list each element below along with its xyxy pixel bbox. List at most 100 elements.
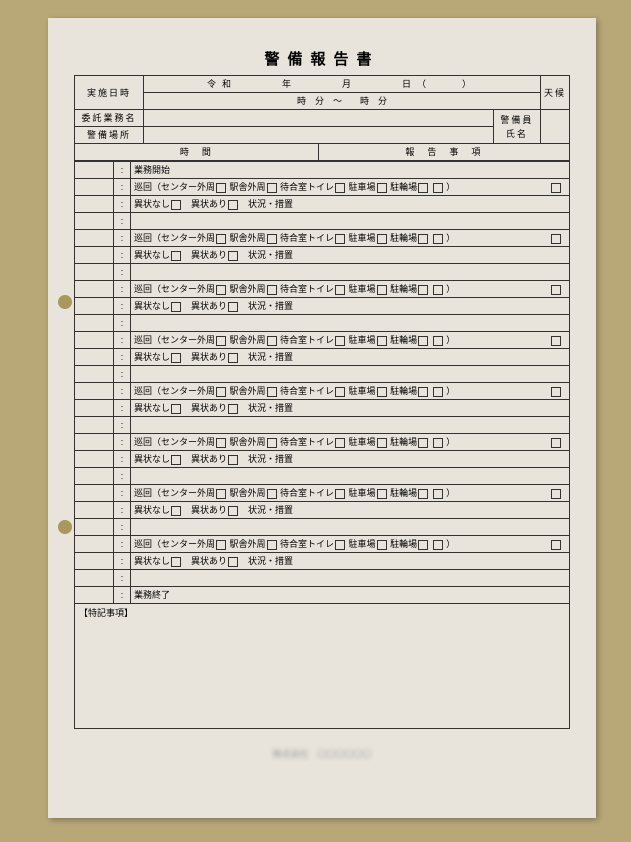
time-cell: [75, 247, 114, 264]
punch-hole: [58, 295, 72, 309]
entry-status: 異状なし 異状あり 状況・措置: [131, 451, 570, 468]
checkbox-icon: [377, 234, 387, 244]
colon-cell: :: [114, 451, 131, 468]
time-cell: [75, 230, 114, 247]
checkbox-icon: [216, 387, 226, 397]
colon-cell: :: [114, 553, 131, 570]
checkbox-icon: [551, 387, 561, 397]
colon-cell: :: [114, 332, 131, 349]
time-cell: [75, 553, 114, 570]
time-cell: [75, 298, 114, 315]
checkbox-icon: [418, 285, 428, 295]
entry-patrol: 巡回（センター外周 駅舎外周 待合室トイレ 駐車場 駐輪場 ）: [131, 536, 570, 553]
time-cell: [75, 417, 114, 434]
checkbox-icon: [377, 387, 387, 397]
colon-cell: :: [114, 434, 131, 451]
checkbox-icon: [171, 455, 181, 465]
entry-patrol: 巡回（センター外周 駅舎外周 待合室トイレ 駐車場 駐輪場 ）: [131, 434, 570, 451]
entry-status: 異状なし 異状あり 状況・措置: [131, 502, 570, 519]
impl-date-label: 実施日時: [75, 76, 144, 110]
time-cell: [75, 434, 114, 451]
checkbox-icon: [418, 183, 428, 193]
time-cell: [75, 349, 114, 366]
checkbox-icon: [267, 489, 277, 499]
checkbox-icon: [433, 489, 443, 499]
checkbox-icon: [216, 183, 226, 193]
checkbox-icon: [267, 285, 277, 295]
time-cell: [75, 502, 114, 519]
checkbox-icon: [267, 183, 277, 193]
checkbox-icon: [377, 336, 387, 346]
time-cell: [75, 315, 114, 332]
checkbox-icon: [335, 183, 345, 193]
checkbox-icon: [171, 353, 181, 363]
entry-patrol: 巡回（センター外周 駅舎外周 待合室トイレ 駐車場 駐輪場 ）: [131, 383, 570, 400]
time-cell: [75, 451, 114, 468]
colon-cell: :: [114, 162, 131, 179]
checkbox-icon: [377, 489, 387, 499]
client-value: [144, 110, 494, 127]
time-cell: [75, 162, 114, 179]
entry-status: 異状なし 異状あり 状況・措置: [131, 196, 570, 213]
checkbox-icon: [433, 336, 443, 346]
entry-blank: [131, 213, 570, 230]
colon-cell: :: [114, 247, 131, 264]
weather-label: 天候: [541, 76, 570, 110]
entry-blank: [131, 366, 570, 383]
time-cell: [75, 536, 114, 553]
checkbox-icon: [335, 336, 345, 346]
checkbox-icon: [335, 489, 345, 499]
checkbox-icon: [171, 404, 181, 414]
checkbox-icon: [418, 540, 428, 550]
checkbox-icon: [335, 438, 345, 448]
checkbox-icon: [335, 387, 345, 397]
time-cell: [75, 468, 114, 485]
checkbox-icon: [377, 540, 387, 550]
colon-cell: :: [114, 230, 131, 247]
time-cell: [75, 383, 114, 400]
checkbox-icon: [551, 285, 561, 295]
entry-blank: [131, 570, 570, 587]
checkbox-icon: [171, 302, 181, 312]
checkbox-icon: [228, 251, 238, 261]
time-cell: [75, 332, 114, 349]
entry-blank: [131, 417, 570, 434]
colon-cell: :: [114, 179, 131, 196]
checkbox-icon: [418, 234, 428, 244]
report-col-header: 報 告 事 項: [318, 144, 569, 161]
checkbox-icon: [418, 438, 428, 448]
checkbox-icon: [228, 506, 238, 516]
entry-blank: [131, 315, 570, 332]
colon-cell: :: [114, 468, 131, 485]
checkbox-icon: [216, 234, 226, 244]
checkbox-icon: [551, 438, 561, 448]
time-col-header: 時 間: [75, 144, 319, 161]
time-line: 時 分 ～ 時 分: [144, 93, 541, 110]
checkbox-icon: [228, 200, 238, 210]
colon-cell: :: [114, 298, 131, 315]
checkbox-icon: [228, 404, 238, 414]
time-cell: [75, 213, 114, 230]
colon-cell: :: [114, 349, 131, 366]
entry-status: 異状なし 異状あり 状況・措置: [131, 400, 570, 417]
checkbox-icon: [171, 506, 181, 516]
checkbox-icon: [216, 540, 226, 550]
checkbox-icon: [267, 438, 277, 448]
entry-start: 業務開始: [131, 162, 570, 179]
colon-cell: :: [114, 196, 131, 213]
location-value: [144, 127, 494, 144]
checkbox-icon: [377, 183, 387, 193]
checkbox-icon: [267, 540, 277, 550]
footer-text: 株式会社 〇〇〇〇〇〇: [74, 747, 570, 760]
checkbox-icon: [216, 285, 226, 295]
entries-table: :業務開始:巡回（センター外周 駅舎外周 待合室トイレ 駐車場 駐輪場 ）:異状…: [74, 161, 570, 604]
checkbox-icon: [171, 200, 181, 210]
checkbox-icon: [228, 455, 238, 465]
entry-patrol: 巡回（センター外周 駅舎外周 待合室トイレ 駐車場 駐輪場 ）: [131, 485, 570, 502]
location-label: 警備場所: [75, 127, 144, 144]
colon-cell: :: [114, 281, 131, 298]
checkbox-icon: [377, 438, 387, 448]
colon-cell: :: [114, 213, 131, 230]
colon-cell: :: [114, 587, 131, 604]
checkbox-icon: [551, 234, 561, 244]
